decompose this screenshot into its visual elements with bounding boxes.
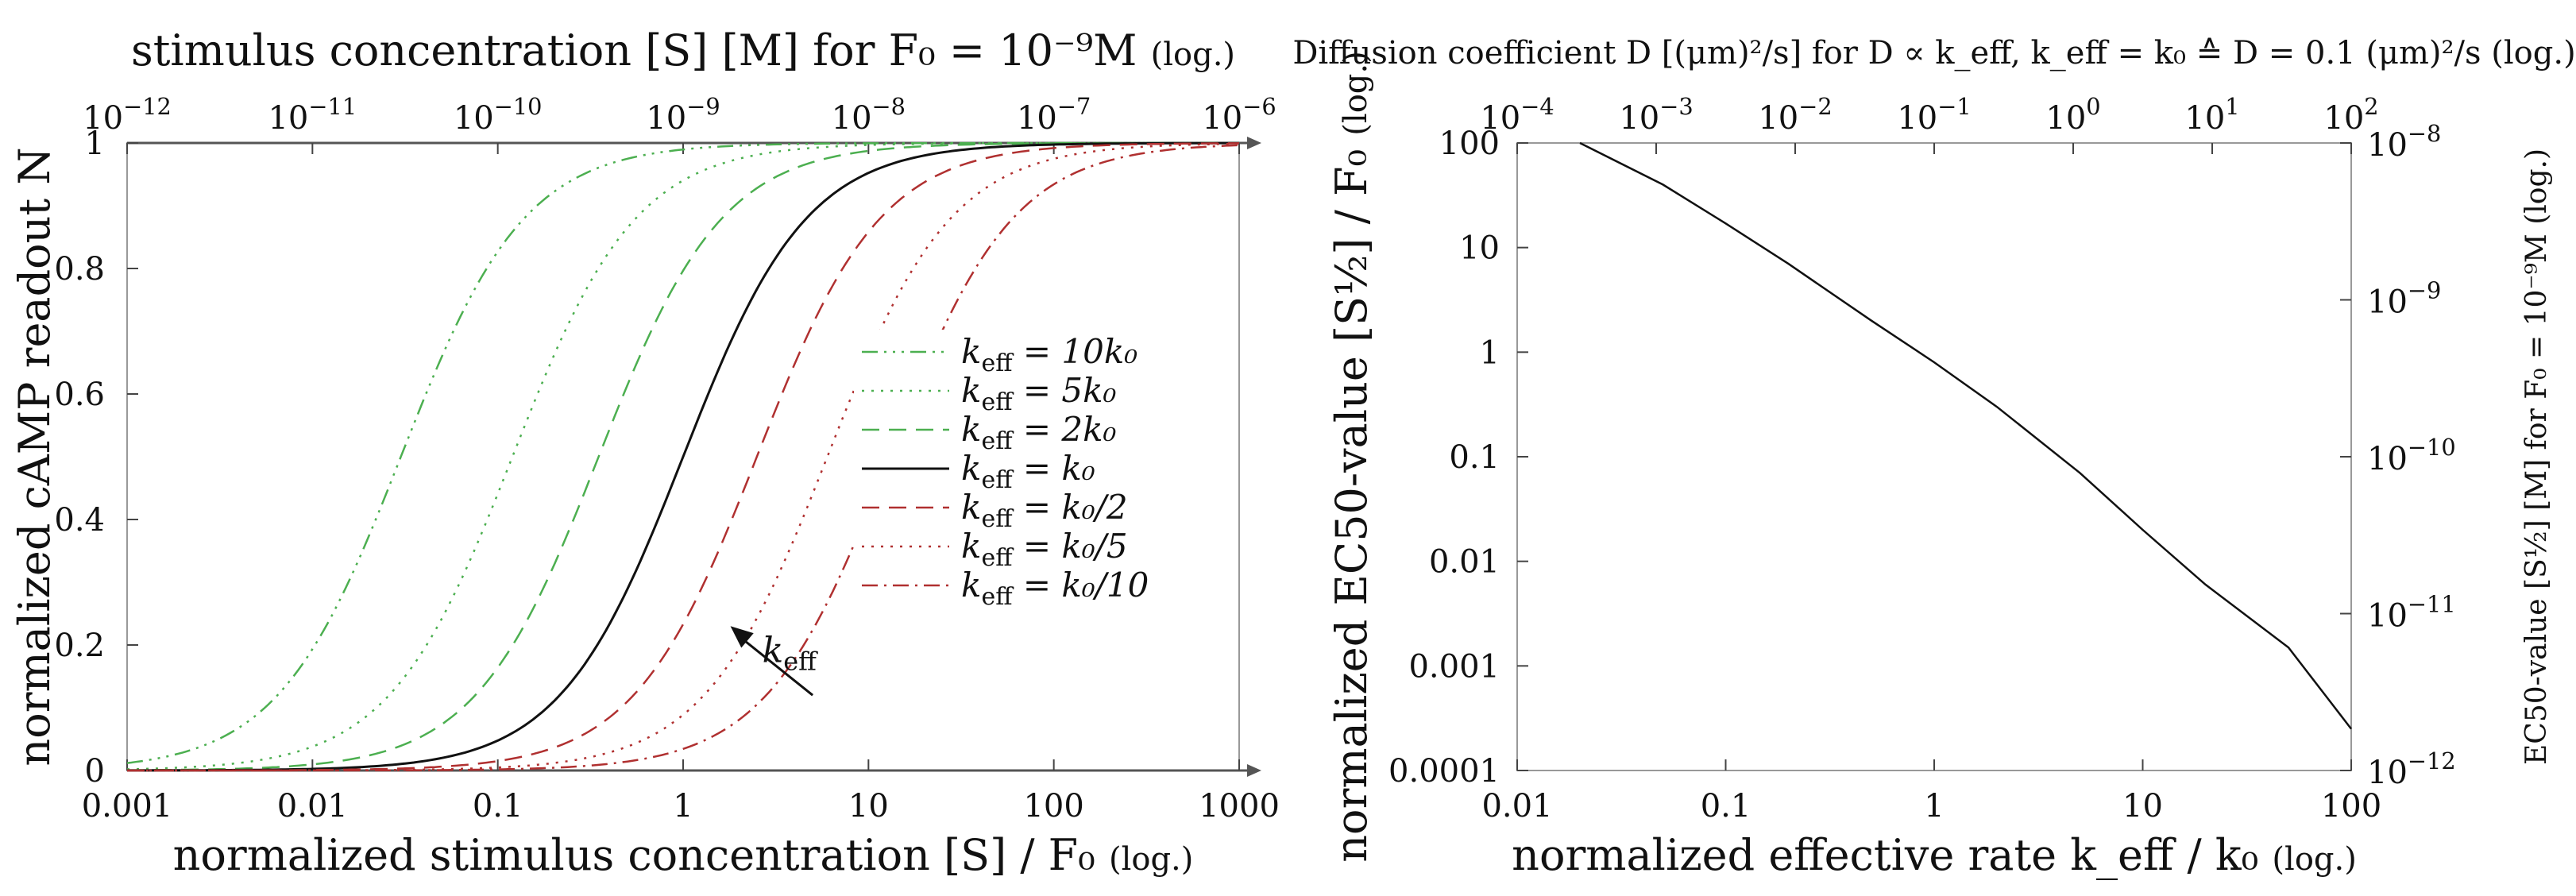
legend-label-6: keff = k₀/10	[961, 566, 1149, 611]
right-y-tick-label: 0.01	[1429, 544, 1500, 581]
annotation-label: keff	[763, 630, 819, 676]
left-series-line-3	[127, 141, 1239, 772]
left-top-axis-title: stimulus concentration [S] [M] for F₀ = …	[131, 25, 1235, 75]
left-y-tick-label: 0	[85, 753, 105, 790]
legend-label-0: keff = 10k₀	[961, 332, 1137, 377]
left-top-tick-label: 10−7	[1017, 93, 1091, 137]
left-y-tick-label: 0.6	[54, 377, 105, 413]
left-top-axis-arrow	[1247, 137, 1261, 149]
left-top-tick-label: 10−12	[83, 93, 172, 137]
right-y-tick-label: 1	[1480, 334, 1500, 371]
right-y-tick-label: 0.0001	[1388, 753, 1500, 790]
right-plot-frame	[1516, 142, 2352, 771]
left-x-tick-label: 1	[673, 788, 693, 825]
left-annotation: keff	[730, 626, 819, 697]
legend-label-5: keff = k₀/5	[961, 527, 1128, 572]
left-x-tick-label: 1000	[1199, 788, 1280, 825]
left-x-tick-label: 0.001	[82, 788, 173, 825]
annotation-arrow-head	[730, 626, 754, 648]
right-y-tick-label: 100	[1439, 126, 1500, 162]
left-x-tick-label: 10	[848, 788, 889, 825]
left-y-axis-title: normalized cAMP readout N	[10, 147, 60, 766]
annotation-arrow-line	[737, 635, 814, 697]
right-secondary-axis-title: EC50-value [S½] [M] for F₀ = 10⁻⁹M (log.…	[2520, 149, 2553, 765]
left-series-line-0	[126, 141, 1239, 764]
left-ticks: 0.001 0.01 0.1 1 10 100 100000.20.40.60.8110−1…	[54, 93, 1280, 825]
right-ticks: 0.01 0.1 1 10 1000.00010.0010.010.111010010−…	[1388, 93, 2456, 825]
left-series	[126, 141, 1240, 772]
right-y-axis-title: normalized EC50-value [S½] / F₀ (log.)	[1327, 51, 1377, 862]
right-series	[1579, 141, 2352, 730]
right-x-tick-label: 1	[1924, 788, 1944, 825]
legend-label-3: keff = k₀	[961, 449, 1095, 494]
right-y-tick-label: 10	[1459, 230, 1500, 267]
left-y-tick-label: 0.2	[54, 628, 105, 664]
right-top-axis-title: Diffusion coefficient D [(μm)²/s] for D …	[1292, 35, 2575, 71]
left-x-tick-label: 100	[1023, 788, 1083, 825]
right-secondary-tick-label: 10−9	[2367, 277, 2441, 321]
left-y-tick-label: 0.4	[54, 502, 105, 539]
right-x-tick-label: 100	[2321, 788, 2381, 825]
legend-label-4: keff = k₀/2	[961, 488, 1128, 533]
left-series-line-6	[127, 144, 1240, 772]
right-y-tick-label: 0.001	[1408, 648, 1500, 685]
right-chart: 0.01 0.1 1 10 1000.00010.0010.010.111010010−…	[1292, 35, 2575, 880]
left-top-tick-label: 10−6	[1202, 93, 1276, 137]
right-top-tick-label: 10−2	[1758, 93, 1832, 137]
right-secondary-tick-label: 10−12	[2367, 747, 2456, 791]
right-top-tick-label: 101	[2184, 93, 2239, 137]
left-chart: 0.001 0.01 0.1 1 10 100 100000.20.40.60.8110−1…	[10, 25, 1280, 880]
right-secondary-tick-label: 10−8	[2367, 120, 2441, 164]
right-top-tick-label: 102	[2323, 93, 2378, 137]
right-series-line-0	[1579, 141, 2352, 730]
left-series-line-4	[127, 142, 1240, 772]
left-x-axis-arrow	[1247, 764, 1261, 777]
legend-label-2: keff = 2k₀	[961, 410, 1117, 455]
left-x-tick-label: 0.1	[473, 788, 523, 825]
right-x-tick-label: 0.01	[1481, 788, 1552, 825]
right-x-tick-label: 10	[2122, 788, 2163, 825]
right-x-axis-title: normalized effective rate k_eff / k₀ (lo…	[1512, 830, 2357, 880]
right-secondary-tick-label: 10−10	[2367, 434, 2456, 477]
legend-label-1: keff = 5k₀	[961, 371, 1117, 416]
left-top-tick-label: 10−9	[646, 93, 720, 137]
left-x-axis-title: normalized stimulus concentration [S] / …	[173, 830, 1194, 880]
right-y-tick-label: 0.1	[1449, 439, 1500, 476]
left-y-tick-label: 1	[85, 126, 105, 162]
left-y-tick-label: 0.8	[54, 251, 105, 288]
left-x-tick-label: 0.01	[277, 788, 348, 825]
right-top-tick-label: 10−1	[1897, 93, 1971, 137]
left-top-tick-label: 10−11	[268, 93, 357, 137]
left-top-tick-label: 10−10	[454, 93, 543, 137]
right-x-tick-label: 0.1	[1701, 788, 1751, 825]
right-top-tick-label: 10−3	[1619, 93, 1693, 137]
left-top-tick-label: 10−8	[832, 93, 906, 137]
right-secondary-tick-label: 10−11	[2367, 591, 2456, 635]
left-legend-background	[854, 330, 1172, 615]
right-top-tick-label: 100	[2045, 93, 2100, 137]
right-top-tick-label: 10−4	[1480, 93, 1554, 137]
